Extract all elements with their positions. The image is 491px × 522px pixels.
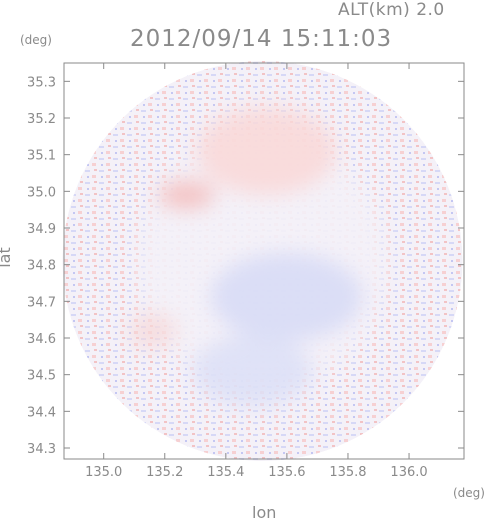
negative-region-center — [210, 253, 363, 341]
positive-region-northwest — [158, 181, 215, 209]
y-tick-label: 35.1 — [27, 149, 56, 164]
plot-frame — [63, 62, 465, 460]
x-tick-label: 135.2 — [146, 465, 183, 480]
y-tick-label: 35.0 — [27, 185, 56, 200]
y-tick-label: 34.6 — [27, 332, 56, 347]
y-tick-label: 34.4 — [27, 405, 56, 420]
y-tick-label: 34.9 — [27, 222, 56, 237]
x-tick-label: 135.4 — [207, 465, 244, 480]
positive-region-southwest — [128, 313, 177, 349]
x-axis-label: lon — [252, 503, 277, 522]
y-tick-label: 34.7 — [27, 295, 56, 310]
y-tick-label: 34.5 — [27, 369, 56, 384]
positive-region-north — [196, 107, 337, 195]
radar-disc — [62, 61, 463, 461]
x-tick-label: 136.0 — [390, 465, 427, 480]
y-tick-label: 35.3 — [27, 75, 56, 90]
x-axis-ticks: 135.0 135.2 135.4 135.6 135.8 136.0 — [85, 63, 428, 480]
altitude-label: ALT(km) 2.0 — [338, 0, 445, 20]
y-tick-label: 34.3 — [27, 442, 56, 457]
y-axis-ticks: 34.3 34.4 34.5 34.6 34.7 34.8 34.9 35.0 35.1 35.2… — [27, 75, 464, 457]
x-axis-unit: (deg) — [453, 486, 485, 500]
negative-region-south — [192, 335, 313, 407]
x-tick-label: 135.6 — [268, 465, 305, 480]
y-axis-unit: (deg) — [20, 33, 52, 47]
chart-title-timestamp: 2012/09/14 15:11:03 — [130, 26, 393, 52]
y-tick-label: 34.8 — [27, 259, 56, 274]
y-tick-label: 35.2 — [27, 112, 56, 127]
x-tick-label: 135.8 — [329, 465, 366, 480]
x-tick-label: 135.0 — [85, 465, 122, 480]
